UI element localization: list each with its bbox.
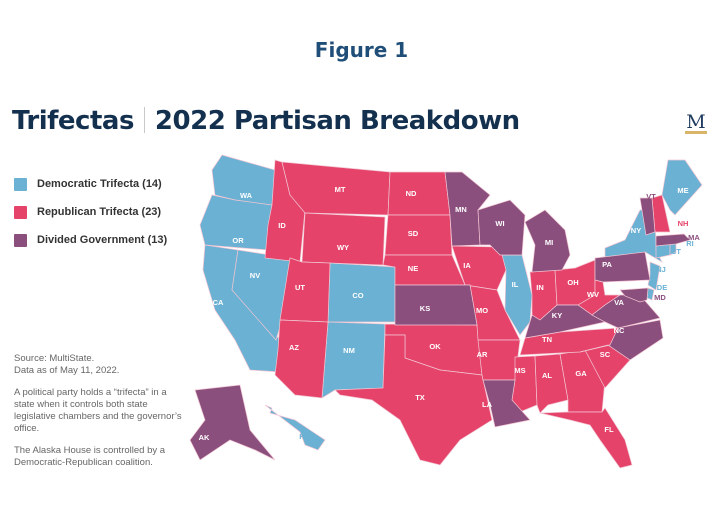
state-ne [382, 254, 466, 286]
state-nj [647, 261, 661, 291]
state-label-ak: AK [199, 433, 210, 442]
state-label-ga: GA [575, 369, 587, 378]
state-label-ca: CA [213, 298, 224, 307]
state-mt [281, 161, 391, 216]
state-label-ut: UT [295, 283, 305, 292]
state-me [661, 159, 703, 216]
state-label-la: LA [482, 400, 493, 409]
state-nm [321, 321, 386, 399]
state-label-mt: MT [335, 185, 346, 194]
figure-label: Figure 1 [314, 38, 409, 62]
state-label-sd: SD [408, 229, 419, 238]
state-label-nd: ND [406, 189, 417, 198]
state-fl [539, 407, 633, 469]
state-va [591, 294, 661, 329]
legend-divided: Divided Government (13) [14, 226, 167, 254]
legend-democratic: Democratic Trifecta (14) [14, 170, 167, 198]
state-label-nm: NM [343, 346, 355, 355]
notes: Source: MultiState. Data as of May 11, 20… [14, 353, 184, 479]
state-nc [579, 319, 664, 361]
state-label-mn: MN [455, 205, 467, 214]
state-label-ma: MA [688, 233, 700, 242]
legend-swatch-republican [14, 205, 27, 219]
state-label-al: AL [542, 371, 552, 380]
state-ma [655, 233, 691, 247]
state-mi [524, 209, 571, 273]
state-label-ia: IA [463, 261, 471, 270]
state-hi [264, 404, 326, 451]
state-label-me: ME [677, 186, 688, 195]
state-label-pa: PA [602, 260, 612, 269]
state-label-nh: NH [678, 219, 689, 228]
state-ak [189, 384, 276, 461]
title-part1: Trifectas [12, 106, 134, 136]
logo-letter: M [686, 111, 705, 133]
state-label-vt: VT [646, 192, 656, 201]
state-la [482, 379, 531, 428]
state-label-ms: MS [514, 366, 525, 375]
state-label-nj: NJ [656, 265, 666, 274]
legend-label: Republican Trifecta (23) [37, 206, 162, 218]
state-nd [387, 171, 451, 216]
state-wy [301, 212, 386, 266]
definition-note: A political party holds a “trifecta” in … [14, 387, 182, 434]
state-label-co: CO [352, 291, 363, 300]
state-label-az: AZ [289, 343, 299, 352]
state-label-ar: AR [477, 350, 488, 359]
state-ks [394, 284, 478, 326]
state-pa [594, 251, 651, 283]
state-label-ct: CT [671, 247, 681, 256]
legend: Democratic Trifecta (14) Republican Trif… [14, 170, 167, 254]
date-note: Data as of May 11, 2022. [14, 365, 120, 376]
alaska-note: The Alaska House is controlled by a Demo… [14, 445, 166, 468]
state-label-ky: KY [552, 311, 562, 320]
state-label-in: IN [536, 283, 544, 292]
state-label-ok: OK [429, 342, 441, 351]
state-label-wy: WY [337, 243, 349, 252]
state-label-fl: FL [604, 425, 614, 434]
state-label-wa: WA [240, 191, 253, 200]
state-label-id: ID [278, 221, 286, 230]
state-label-or: OR [232, 236, 244, 245]
state-md [619, 287, 649, 303]
legend-swatch-democratic [14, 177, 27, 191]
state-label-md: MD [654, 293, 666, 302]
state-label-ks: KS [420, 304, 430, 313]
state-az [274, 319, 329, 399]
state-label-mo: MO [476, 306, 488, 315]
legend-label: Divided Government (13) [37, 234, 168, 246]
state-ut [279, 257, 331, 323]
state-ms [511, 355, 538, 413]
state-label-wi: WI [495, 219, 504, 228]
legend-label: Democratic Trifecta (14) [37, 178, 162, 190]
state-label-tx: TX [415, 393, 425, 402]
state-wi [477, 199, 526, 256]
state-label-il: IL [512, 280, 519, 289]
legend-republican: Republican Trifecta (23) [14, 198, 167, 226]
state-tx [334, 334, 493, 466]
state-label-hi: HI [299, 432, 307, 441]
state-label-nc: NC [614, 326, 625, 335]
state-vt [639, 197, 656, 236]
state-label-de: DE [657, 283, 667, 292]
chart-title: Trifectas 2022 Partisan Breakdown [12, 106, 520, 136]
state-label-ny: NY [631, 226, 641, 235]
state-label-wv: WV [587, 290, 599, 299]
state-label-sc: SC [600, 350, 611, 359]
title-divider [143, 107, 145, 133]
state-label-mi: MI [545, 238, 553, 247]
state-label-tn: TN [542, 335, 552, 344]
state-label-ri: RI [686, 239, 694, 248]
state-label-oh: OH [567, 278, 578, 287]
legend-swatch-divided [14, 233, 27, 247]
title-part2: 2022 Partisan Breakdown [154, 106, 520, 136]
state-label-nv: NV [250, 271, 260, 280]
state-il [499, 254, 533, 336]
state-label-va: VA [614, 298, 624, 307]
state-label-ne: NE [408, 264, 418, 273]
source-note: Source: MultiState. [14, 353, 95, 364]
multistate-logo: M [685, 111, 707, 134]
state-sd [384, 214, 453, 256]
